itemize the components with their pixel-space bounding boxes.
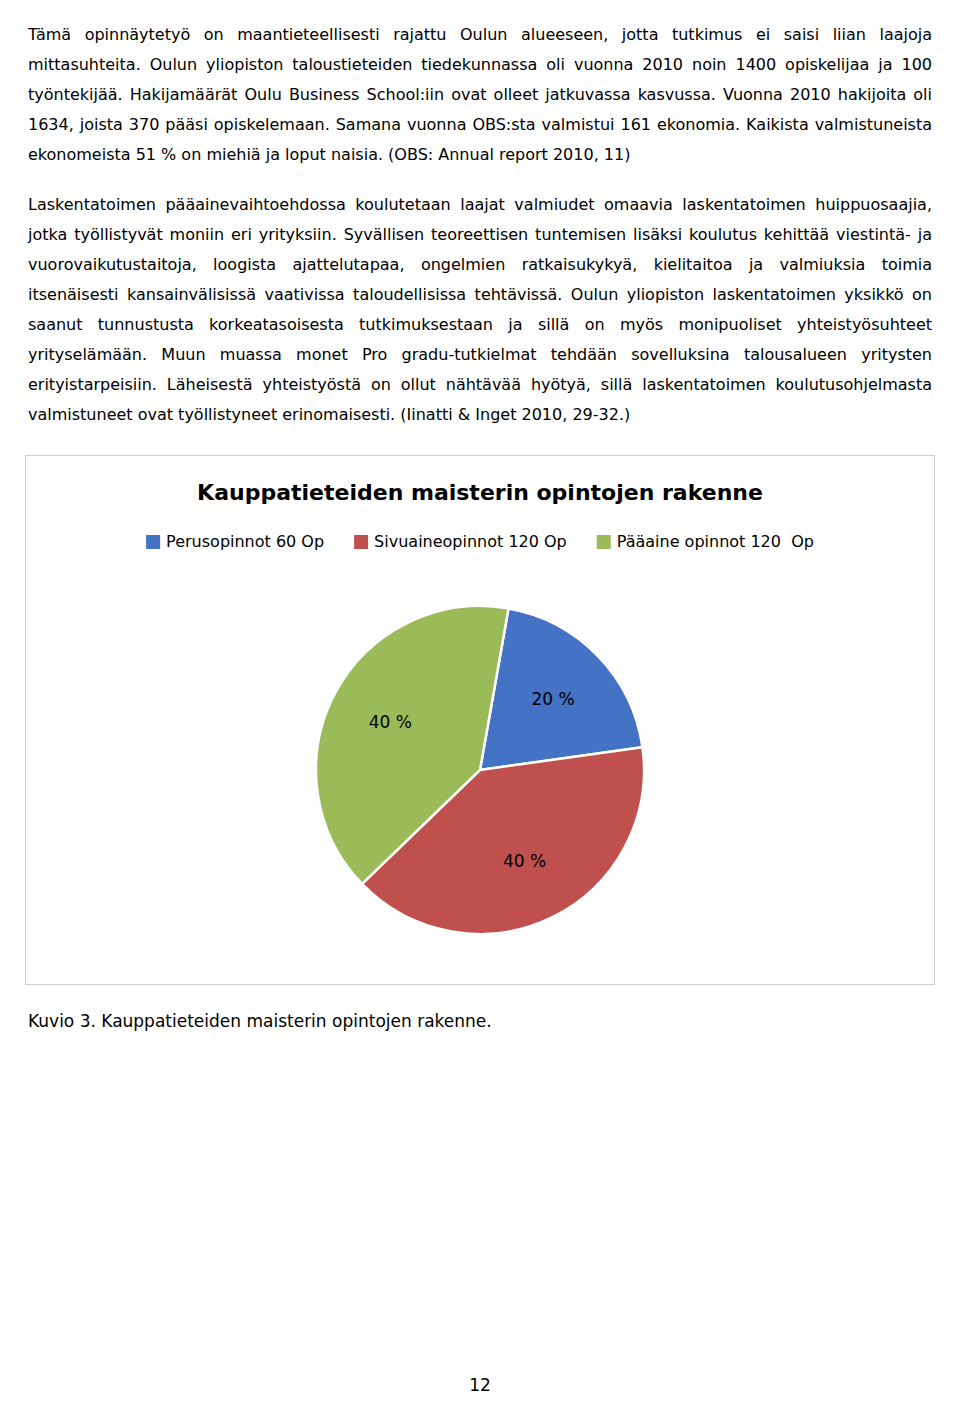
chart-container: Kauppatieteiden maisterin opintojen rake…	[25, 455, 932, 989]
chart-title: Kauppatieteiden maisterin opintojen rake…	[197, 480, 763, 505]
legend-swatch	[597, 535, 611, 549]
legend-swatch	[354, 535, 368, 549]
pie	[316, 606, 644, 934]
body-paragraph: Laskentatoimen pääainevaihtoehdossa koul…	[28, 190, 932, 430]
caption: Kuvio 3. Kauppatieteiden maisterin opint…	[28, 1011, 932, 1031]
chart: Kauppatieteiden maisterin opintojen rake…	[25, 455, 935, 985]
legend-label: Pääaine opinnot 120 Op	[617, 532, 814, 551]
legend-label: Perusopinnot 60 Op	[166, 532, 324, 551]
body-paragraph: Tämä opinnäytetyö on maantieteellisesti …	[28, 20, 932, 170]
legend-label: Sivuaineopinnot 120 Op	[374, 532, 567, 551]
legend-item: Sivuaineopinnot 120 Op	[354, 532, 567, 551]
chart-frame	[26, 456, 935, 985]
legend-swatch	[146, 535, 160, 549]
legend: Perusopinnot 60 Op Sivuaineopinnot 120 Op…	[146, 532, 814, 551]
page-number: 12	[0, 1375, 960, 1395]
page: Tämä opinnäytetyö on maantieteellisesti …	[28, 20, 932, 1031]
data-label: 40 %	[369, 712, 412, 732]
pie-slice	[316, 606, 508, 884]
data-labels: 20 % 40 % 40 %	[369, 689, 575, 871]
data-label: 20 %	[532, 689, 575, 709]
legend-item: Perusopinnot 60 Op	[146, 532, 324, 551]
legend-item: Pääaine opinnot 120 Op	[597, 532, 814, 551]
data-label: 40 %	[503, 851, 546, 871]
